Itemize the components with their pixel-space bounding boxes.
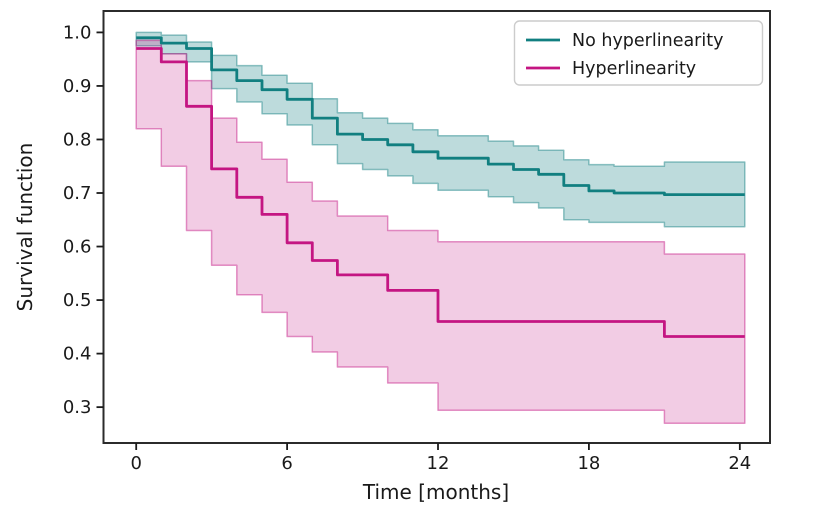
confidence-band-hyperlinearity xyxy=(135,39,746,424)
plot-border xyxy=(102,10,771,444)
x-tick-labels: 0 6 12 18 24 xyxy=(130,453,751,474)
y-tick-label: 0.3 xyxy=(63,397,92,418)
legend-label-hyperlinearity: Hyperlinearity xyxy=(572,59,696,79)
y-axis-label: Survival function xyxy=(13,143,37,312)
y-tick-label: 0.8 xyxy=(63,129,92,150)
survival-curve-hyperlinearity xyxy=(136,47,745,338)
y-tick-label: 0.5 xyxy=(63,290,92,311)
legend-label-no-hyperlinearity: No hyperlinearity xyxy=(572,31,723,51)
y-tick-label: 0.7 xyxy=(63,183,92,204)
survival-curves xyxy=(136,36,745,338)
x-tick-label: 6 xyxy=(281,453,292,474)
legend: No hyperlinearity Hyperlinearity xyxy=(513,20,764,86)
y-tick-label: 0.4 xyxy=(63,344,92,365)
x-tick-label: 18 xyxy=(577,453,600,474)
survival-curve-no-hyperlinearity xyxy=(136,36,745,196)
y-tick-label: 0.6 xyxy=(63,237,92,258)
confidence-bands xyxy=(135,31,746,424)
y-tick-label: 1.0 xyxy=(63,22,92,43)
x-tick-label: 24 xyxy=(728,453,751,474)
x-axis-label: Time [months] xyxy=(362,480,509,504)
y-tick-labels: 0.3 0.4 0.5 0.6 0.7 0.8 0.9 1.0 xyxy=(63,22,92,418)
x-tick-label: 0 xyxy=(130,453,141,474)
x-tick-label: 12 xyxy=(427,453,450,474)
y-tick-label: 0.9 xyxy=(63,76,92,97)
legend-box xyxy=(513,20,764,86)
plot-axes xyxy=(96,10,771,450)
